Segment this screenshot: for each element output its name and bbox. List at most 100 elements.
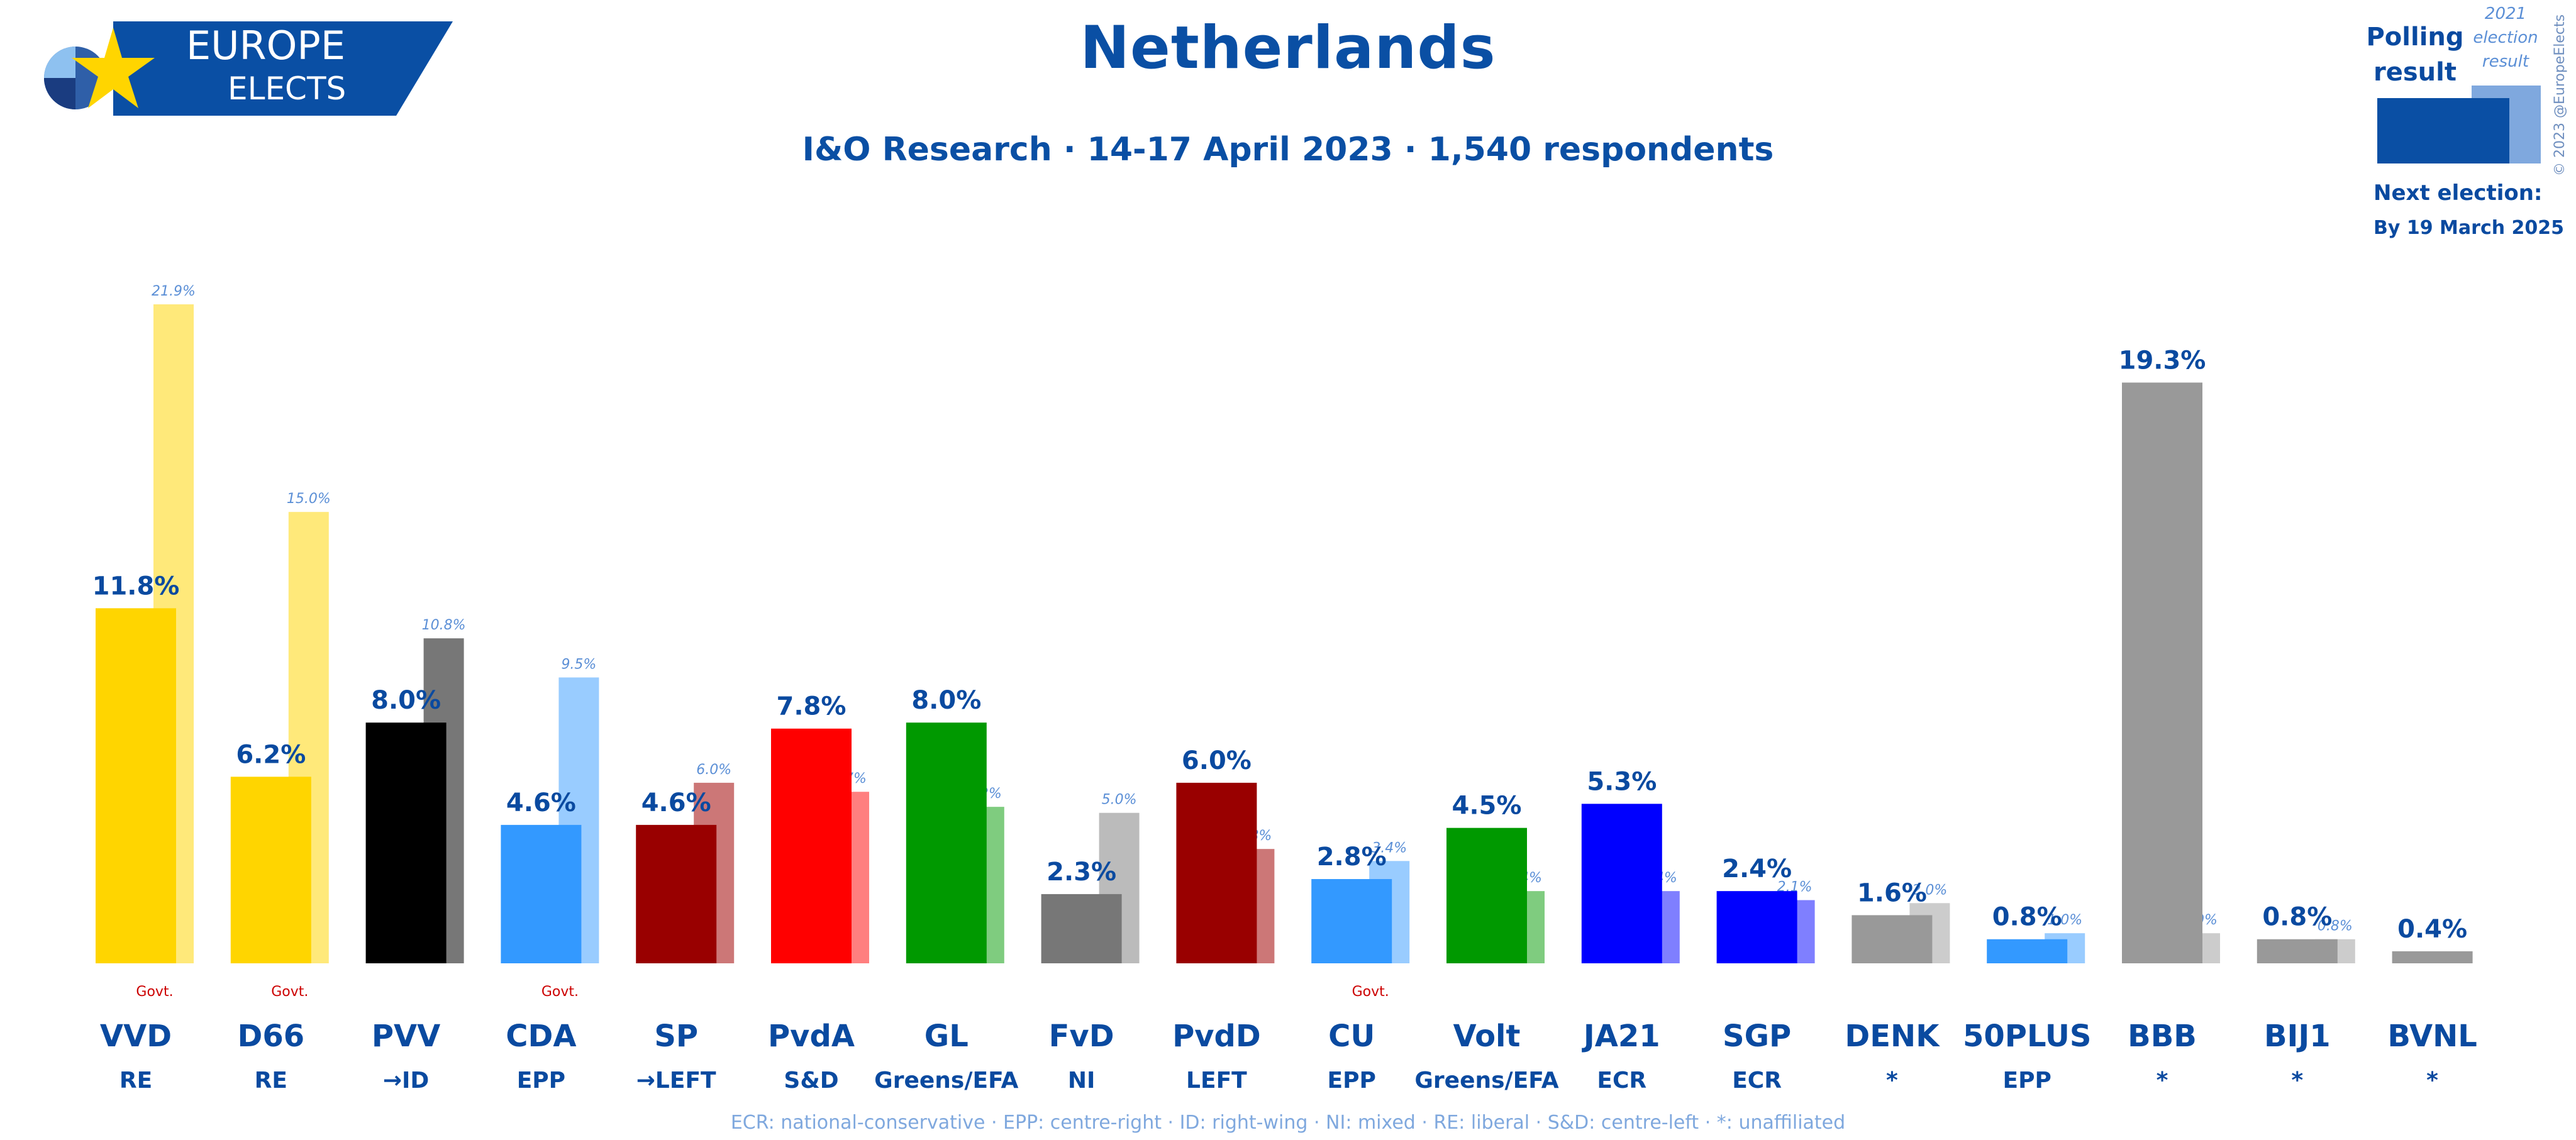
poll-value-label: 1.6% <box>1857 878 1927 907</box>
poll-bar <box>771 728 852 963</box>
result-value-label: 9.5% <box>561 656 596 672</box>
poll-bar <box>1852 915 1933 963</box>
logo-globe-segment <box>44 78 75 109</box>
poll-value-label: 0.8% <box>1992 903 2062 932</box>
footnote: ECR: national-conservative · EPP: centre… <box>730 1112 1846 1134</box>
party-name: GL <box>924 1019 969 1054</box>
party-name: CU <box>1328 1019 1375 1054</box>
party-name: PVV <box>372 1019 440 1054</box>
party-group: S&D <box>784 1068 838 1093</box>
party-name: DENK <box>1845 1019 1940 1054</box>
party-name: D66 <box>237 1019 304 1054</box>
poll-bar <box>2257 939 2338 963</box>
result-value-label: 15.0% <box>287 491 331 507</box>
logo-brand-line1: EUROPE <box>186 23 345 69</box>
legend-polling-label: result <box>2373 58 2457 87</box>
legend-poll-swatch <box>2377 98 2509 163</box>
poll-bar <box>96 608 176 963</box>
poll-bar <box>1176 782 1257 963</box>
poll-bar <box>2392 951 2473 963</box>
party-group: * <box>2291 1068 2303 1093</box>
poll-value-label: 19.3% <box>2119 346 2206 375</box>
poll-value-label: 0.4% <box>2397 915 2467 944</box>
poll-value-label: 2.8% <box>1317 843 1387 872</box>
party-group: * <box>2426 1068 2438 1093</box>
govt-marker: Govt. <box>541 984 579 1000</box>
poll-bar <box>1041 894 1122 963</box>
poll-bar <box>230 777 311 963</box>
govt-marker: Govt. <box>136 984 173 1000</box>
result-value-label: 6.0% <box>696 762 731 778</box>
party-group: Greens/EFA <box>1414 1068 1558 1093</box>
poll-bar <box>1716 891 1797 963</box>
party-group: * <box>2157 1068 2168 1093</box>
party-group: ECR <box>1597 1068 1646 1093</box>
chart-subtitle: I&O Research · 14-17 April 2023 · 1,540 … <box>802 131 1774 169</box>
europe-elects-logo: EUROPE ELECTS <box>44 21 453 116</box>
govt-marker: Govt. <box>271 984 308 1000</box>
poll-bar <box>1987 939 2068 963</box>
party-name: CDA <box>506 1019 576 1054</box>
party-name: 50PLUS <box>1963 1019 2091 1054</box>
poll-value-label: 0.8% <box>2262 903 2332 932</box>
poll-value-label: 8.0% <box>911 686 981 715</box>
poll-value-label: 2.4% <box>1722 855 1792 883</box>
poll-bar <box>1311 879 1392 963</box>
poll-value-label: 4.6% <box>641 789 711 817</box>
party-name: PvdD <box>1172 1019 1261 1054</box>
poll-bar <box>501 824 582 963</box>
poll-bar <box>636 824 717 963</box>
party-group: LEFT <box>1186 1068 1247 1093</box>
party-name: FvD <box>1049 1019 1114 1054</box>
legend-result-label: election <box>2473 28 2538 47</box>
party-group: EPP <box>1328 1068 1376 1093</box>
party-group: NI <box>1068 1068 1096 1093</box>
party-name: BIJ1 <box>2264 1019 2331 1054</box>
result-value-label: 0.8% <box>2318 919 2353 934</box>
poll-value-label: 4.6% <box>506 789 576 817</box>
party-group: RE <box>119 1068 152 1093</box>
logo-globe-segment <box>44 47 75 78</box>
poll-bar <box>365 722 447 963</box>
result-value-label: 10.8% <box>422 617 466 633</box>
result-value-label: 21.9% <box>152 284 196 299</box>
legend-result-label: result <box>2482 52 2529 71</box>
result-value-label: 1.0% <box>2047 912 2082 928</box>
next-election-label: Next election: <box>2373 180 2543 206</box>
party-name: JA21 <box>1582 1019 1660 1054</box>
poll-value-label: 5.3% <box>1587 767 1657 796</box>
party-name: Volt <box>1453 1019 1521 1054</box>
legend: Polling result 2021 election result Next… <box>2366 4 2564 239</box>
party-group: →ID <box>383 1068 429 1093</box>
poll-value-label: 11.8% <box>92 572 180 600</box>
party-group: EPP <box>517 1068 565 1093</box>
poll-value-label: 8.0% <box>371 686 441 715</box>
party-name: PvdA <box>768 1019 855 1054</box>
logo-banner <box>113 21 453 116</box>
poll-value-label: 7.8% <box>777 692 847 721</box>
legend-polling-label: Polling <box>2366 23 2463 52</box>
party-group: Greens/EFA <box>874 1068 1018 1093</box>
logo-brand-line2: ELECTS <box>228 70 346 107</box>
party-name: SGP <box>1723 1019 1791 1054</box>
party-group: EPP <box>2003 1068 2051 1093</box>
poll-value-label: 2.3% <box>1046 858 1116 887</box>
poll-bar <box>1446 827 1527 963</box>
chart-title: Netherlands <box>1080 14 1496 82</box>
result-value-label: 3.4% <box>1372 840 1407 856</box>
poll-value-label: 4.5% <box>1452 792 1522 821</box>
party-group: * <box>1886 1068 1898 1093</box>
poll-bar <box>2122 382 2202 963</box>
party-group: ECR <box>1732 1068 1782 1093</box>
party-name: VVD <box>100 1019 172 1054</box>
legend-result-label: 2021 <box>2485 4 2526 23</box>
party-name: BBB <box>2128 1019 2197 1054</box>
party-group: RE <box>255 1068 287 1093</box>
result-value-label: 2.0% <box>1912 882 1947 898</box>
party-group: →LEFT <box>636 1068 716 1093</box>
govt-marker: Govt. <box>1352 984 1389 1000</box>
party-name: SP <box>654 1019 698 1054</box>
next-election-date: By 19 March 2025 <box>2373 217 2564 239</box>
party-name: BVNL <box>2387 1019 2477 1054</box>
